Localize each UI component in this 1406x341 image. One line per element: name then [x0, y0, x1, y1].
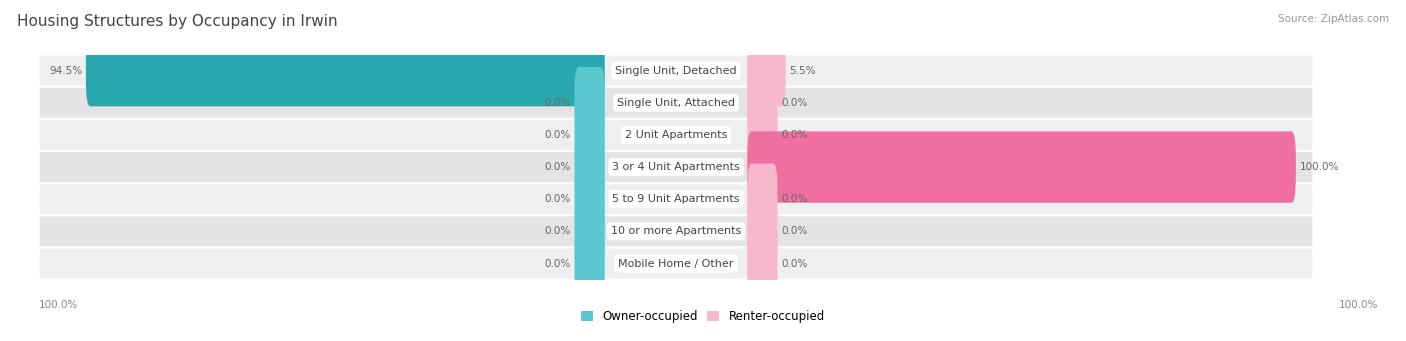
FancyBboxPatch shape: [575, 228, 605, 299]
Text: 0.0%: 0.0%: [782, 98, 807, 108]
Text: 0.0%: 0.0%: [782, 258, 807, 269]
FancyBboxPatch shape: [747, 99, 778, 170]
FancyBboxPatch shape: [38, 151, 1313, 183]
FancyBboxPatch shape: [575, 99, 605, 170]
Text: Single Unit, Detached: Single Unit, Detached: [616, 65, 737, 76]
FancyBboxPatch shape: [38, 183, 1313, 215]
FancyBboxPatch shape: [86, 35, 605, 106]
Text: 3 or 4 Unit Apartments: 3 or 4 Unit Apartments: [612, 162, 740, 172]
Text: Mobile Home / Other: Mobile Home / Other: [619, 258, 734, 269]
Text: 0.0%: 0.0%: [782, 194, 807, 204]
Text: 0.0%: 0.0%: [782, 226, 807, 236]
Text: 0.0%: 0.0%: [782, 130, 807, 140]
FancyBboxPatch shape: [38, 87, 1313, 119]
FancyBboxPatch shape: [747, 228, 778, 299]
FancyBboxPatch shape: [747, 131, 1296, 203]
FancyBboxPatch shape: [38, 248, 1313, 280]
Legend: Owner-occupied, Renter-occupied: Owner-occupied, Renter-occupied: [581, 310, 825, 323]
Text: Housing Structures by Occupancy in Irwin: Housing Structures by Occupancy in Irwin: [17, 14, 337, 29]
FancyBboxPatch shape: [575, 164, 605, 235]
Text: 0.0%: 0.0%: [544, 194, 571, 204]
FancyBboxPatch shape: [747, 164, 778, 235]
Text: Source: ZipAtlas.com: Source: ZipAtlas.com: [1278, 14, 1389, 24]
FancyBboxPatch shape: [575, 67, 605, 138]
Text: Single Unit, Attached: Single Unit, Attached: [617, 98, 735, 108]
Text: 0.0%: 0.0%: [544, 162, 571, 172]
Text: 100.0%: 100.0%: [1339, 299, 1378, 310]
Text: 100.0%: 100.0%: [1299, 162, 1339, 172]
FancyBboxPatch shape: [575, 131, 605, 203]
FancyBboxPatch shape: [38, 215, 1313, 248]
FancyBboxPatch shape: [575, 196, 605, 267]
Text: 2 Unit Apartments: 2 Unit Apartments: [624, 130, 727, 140]
FancyBboxPatch shape: [38, 119, 1313, 151]
FancyBboxPatch shape: [38, 55, 1313, 87]
Text: 100.0%: 100.0%: [39, 299, 79, 310]
Text: 5.5%: 5.5%: [789, 65, 815, 76]
Text: 10 or more Apartments: 10 or more Apartments: [610, 226, 741, 236]
Text: 0.0%: 0.0%: [544, 130, 571, 140]
FancyBboxPatch shape: [747, 35, 786, 106]
Text: 0.0%: 0.0%: [544, 98, 571, 108]
FancyBboxPatch shape: [747, 196, 778, 267]
Text: 5 to 9 Unit Apartments: 5 to 9 Unit Apartments: [612, 194, 740, 204]
Text: 0.0%: 0.0%: [544, 226, 571, 236]
Text: 94.5%: 94.5%: [49, 65, 82, 76]
FancyBboxPatch shape: [747, 67, 778, 138]
Text: 0.0%: 0.0%: [544, 258, 571, 269]
